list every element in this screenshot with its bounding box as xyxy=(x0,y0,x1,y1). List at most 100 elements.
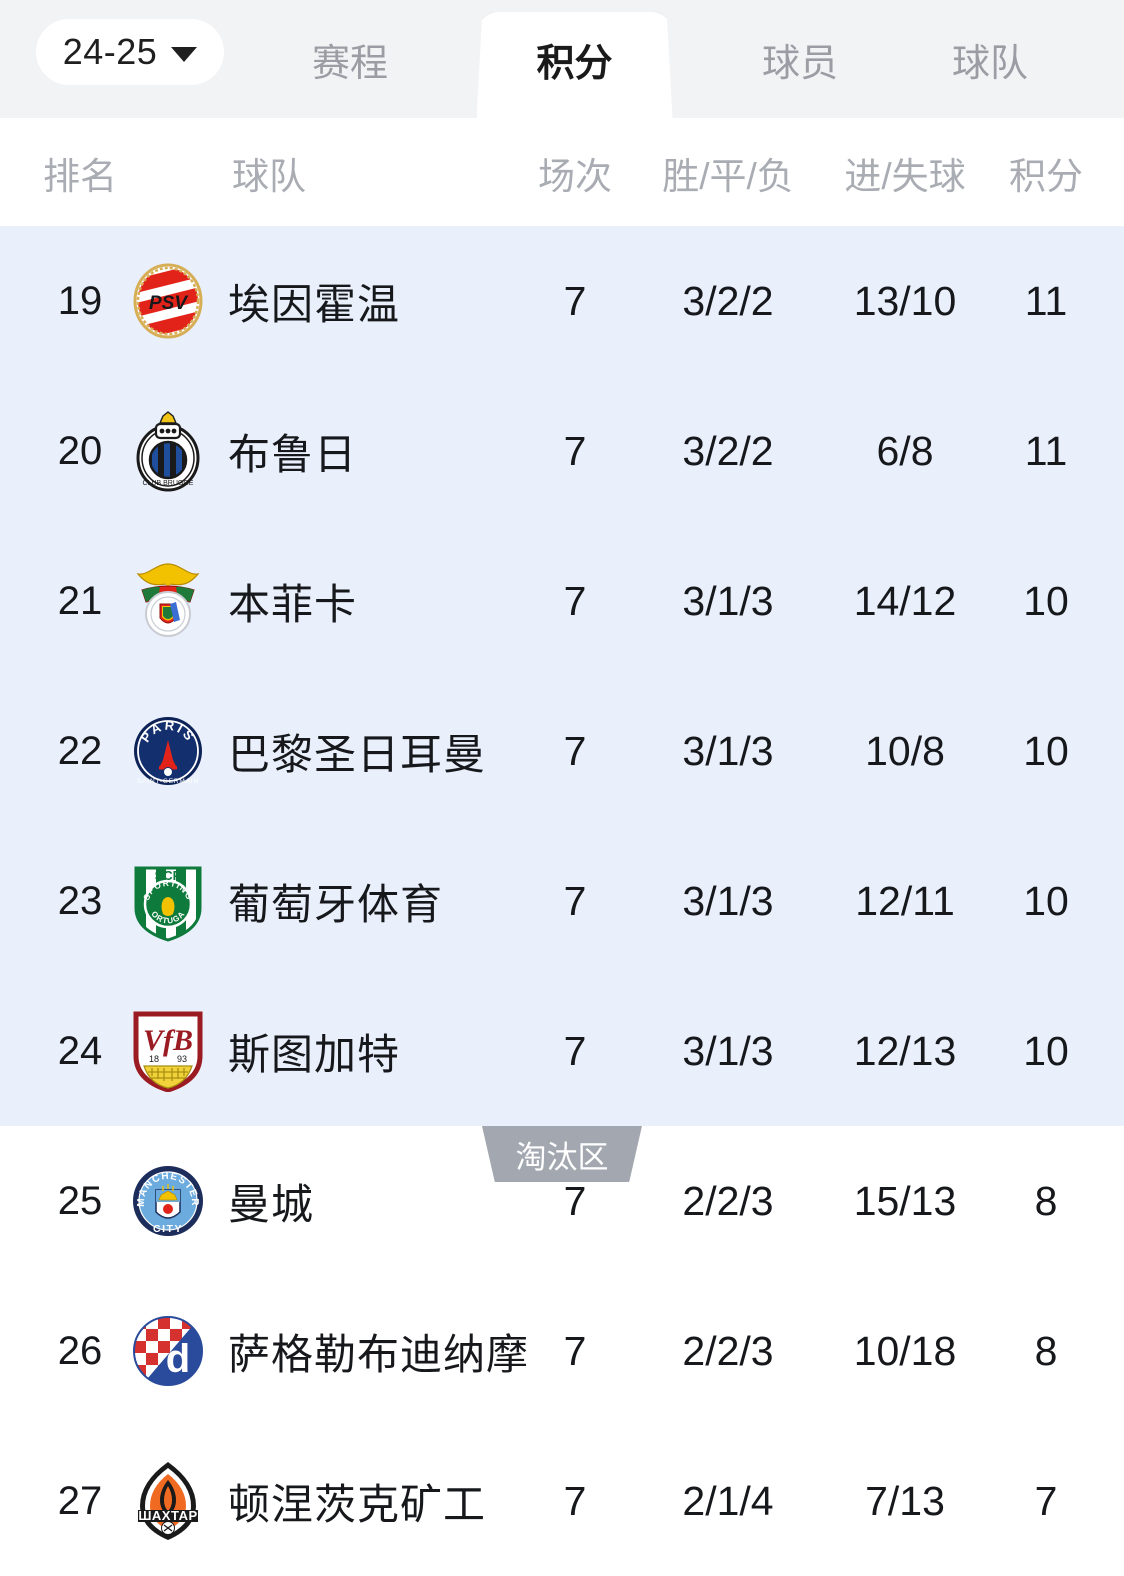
column-header-wdl: 胜/平/负 xyxy=(662,156,794,197)
svg-text:SCP: SCP xyxy=(155,868,182,883)
team-name: 本菲卡 xyxy=(228,580,358,628)
team-name: 巴黎圣日耳曼 xyxy=(228,730,487,778)
benfica-crest xyxy=(130,560,206,642)
team-name: 布鲁日 xyxy=(228,430,358,478)
svg-text:18: 18 xyxy=(149,1054,159,1064)
svg-text:VfB: VfB xyxy=(143,1024,193,1057)
chevron-down-icon xyxy=(171,46,198,62)
cell-goals: 14/12 xyxy=(853,578,957,624)
team-name: 曼城 xyxy=(228,1180,315,1228)
shakhtar-crest: ШАХТАР xyxy=(130,1460,206,1542)
cell-played: 7 xyxy=(563,1028,587,1074)
season-label: 24-25 xyxy=(62,31,158,72)
table-row[interactable]: 19 PSV 埃因霍温 7 3/2/2 13/10 11 xyxy=(0,226,1124,376)
cell-wdl: 3/1/3 xyxy=(682,578,774,624)
cell-wdl: 2/2/3 xyxy=(682,1178,774,1224)
cell-wdl: 3/1/3 xyxy=(682,728,774,774)
svg-text:CLUB BRUGGE: CLUB BRUGGE xyxy=(143,480,194,487)
cell-played: 7 xyxy=(563,578,587,624)
cell-goals: 13/10 xyxy=(853,278,957,324)
elimination-zone: 25 MANCHESTER CITY 曼城 7 2/2/3 15/13 8 26 xyxy=(0,1126,1124,1576)
table-row[interactable]: 20 CLUB BRUGGE 布鲁日 7 3/2/2 6/8 11 xyxy=(0,376,1124,526)
cell-points: 10 xyxy=(1023,1028,1069,1074)
cell-rank: 23 xyxy=(57,879,103,923)
stuttgart-crest: VfB 18 93 xyxy=(133,1011,203,1092)
team-name: 萨格勒布迪纳摩 xyxy=(228,1330,530,1378)
cell-played: 7 xyxy=(563,278,587,324)
column-header-played: 场次 xyxy=(538,156,612,197)
table-row[interactable]: 22 PARIS SAINT-GERMAIN 巴黎圣日耳曼 7 3/1/3 10/8 1… xyxy=(0,676,1124,826)
cell-wdl: 2/1/4 xyxy=(682,1478,774,1524)
cell-rank: 19 xyxy=(57,279,103,323)
cell-wdl: 3/1/3 xyxy=(682,1028,774,1074)
dinamo-zagreb-crest: d xyxy=(133,1316,203,1386)
season-selector[interactable]: 24-25 xyxy=(36,19,224,85)
team-name: 埃因霍温 xyxy=(228,280,401,328)
standings-table: 19 PSV 埃因霍温 7 3/2/2 13/10 11 20 xyxy=(0,226,1124,1576)
cell-team: PSV 埃因霍温 xyxy=(130,226,560,376)
cell-played: 7 xyxy=(563,1478,587,1524)
man-city-crest: MANCHESTER CITY xyxy=(133,1166,203,1236)
cell-wdl: 3/1/3 xyxy=(682,878,774,924)
tab-schedule[interactable]: 赛程 xyxy=(250,0,450,118)
club-brugge-crest: CLUB BRUGGE xyxy=(136,411,200,492)
table-row[interactable]: 27 ШАХТАР 顿涅茨克矿工 7 2/1/4 7/13 7 xyxy=(0,1426,1124,1576)
svg-text:93: 93 xyxy=(177,1054,187,1064)
cell-played: 7 xyxy=(563,878,587,924)
cell-rank: 22 xyxy=(57,729,103,773)
table-row[interactable]: 21 本菲卡 7 3/1/3 14/12 10 xyxy=(0,526,1124,676)
cell-team: ШАХТАР 顿涅茨克矿工 xyxy=(130,1426,560,1576)
table-row[interactable]: 24 VfB 18 93 斯图加特 7 3/1/3 12/13 10 xyxy=(0,976,1124,1126)
cell-played: 7 xyxy=(563,1328,587,1374)
cell-goals: 10/8 xyxy=(865,728,945,774)
cell-points: 8 xyxy=(1034,1178,1058,1224)
cell-points: 10 xyxy=(1023,578,1069,624)
qualification-zone: 19 PSV 埃因霍温 7 3/2/2 13/10 11 20 xyxy=(0,226,1124,1126)
knockout-zone-badge: 淘汰区 xyxy=(482,1126,642,1182)
column-header-team: 球队 xyxy=(232,156,306,197)
tab-standings[interactable]: 积分 xyxy=(462,0,687,118)
cell-points: 10 xyxy=(1023,878,1069,924)
table-row[interactable]: 23 SCP SPORTING PORTUGAL 葡萄牙体育73/1/312/1… xyxy=(0,826,1124,976)
cell-goals: 6/8 xyxy=(876,428,934,474)
cell-goals: 10/18 xyxy=(853,1328,957,1374)
psg-crest: PARIS SAINT-GERMAIN xyxy=(130,710,206,792)
svg-text:ШАХТАР: ШАХТАР xyxy=(138,1508,197,1523)
cell-team: CLUB BRUGGE 布鲁日 xyxy=(130,376,560,526)
sporting-crest: SCP SPORTING PORTUGAL xyxy=(130,860,206,942)
tab-teams[interactable]: 球队 xyxy=(895,0,1085,118)
cell-rank: 25 xyxy=(57,1179,103,1223)
shakhtar-crest: ШАХТАР xyxy=(138,1462,198,1540)
svg-text:CITY: CITY xyxy=(153,1223,183,1235)
tab-standings-label: 积分 xyxy=(536,42,613,85)
team-name: 斯图加特 xyxy=(228,1030,401,1078)
psv-crest: PSV xyxy=(133,263,203,339)
cell-team: SCP SPORTING PORTUGAL 葡萄牙体育 xyxy=(130,826,560,976)
cell-rank: 26 xyxy=(57,1329,103,1373)
cell-goals: 15/13 xyxy=(853,1178,957,1224)
tab-list: 赛程 积分 球员 球队 xyxy=(250,0,1124,118)
tab-players-label: 球员 xyxy=(761,42,838,85)
column-header-rank: 排名 xyxy=(43,156,117,197)
sporting-crest: SCP SPORTING PORTUGAL xyxy=(130,860,202,942)
tab-teams-label: 球队 xyxy=(951,42,1028,85)
cell-rank: 21 xyxy=(57,579,103,623)
table-row[interactable]: 26 d 萨格勒布迪纳摩 7 2/2/3 10/18 8 xyxy=(0,1276,1124,1426)
psv-crest: PSV xyxy=(130,260,206,342)
column-header-points: 积分 xyxy=(1009,156,1083,197)
svg-text:d: d xyxy=(166,1337,190,1381)
cell-played: 7 xyxy=(563,1178,587,1224)
cell-played: 7 xyxy=(563,428,587,474)
cell-wdl: 3/2/2 xyxy=(682,278,774,324)
tab-players[interactable]: 球员 xyxy=(705,0,895,118)
svg-text:SAINT-GERMAIN: SAINT-GERMAIN xyxy=(137,778,199,785)
table-column-header: 排名 球队 场次 胜/平/负 进/失球 积分 xyxy=(0,118,1124,226)
stuttgart-crest: VfB 18 93 xyxy=(130,1010,206,1092)
table-row[interactable]: 25 MANCHESTER CITY 曼城 7 2/2/3 15/13 8 xyxy=(0,1126,1124,1276)
dinamo-zagreb-crest: d xyxy=(130,1310,206,1392)
benfica-crest xyxy=(136,563,200,637)
cell-team: MANCHESTER CITY 曼城 xyxy=(130,1126,560,1276)
cell-rank: 24 xyxy=(57,1029,103,1073)
cell-goals: 12/13 xyxy=(853,1028,957,1074)
team-name: 顿涅茨克矿工 xyxy=(228,1480,487,1528)
